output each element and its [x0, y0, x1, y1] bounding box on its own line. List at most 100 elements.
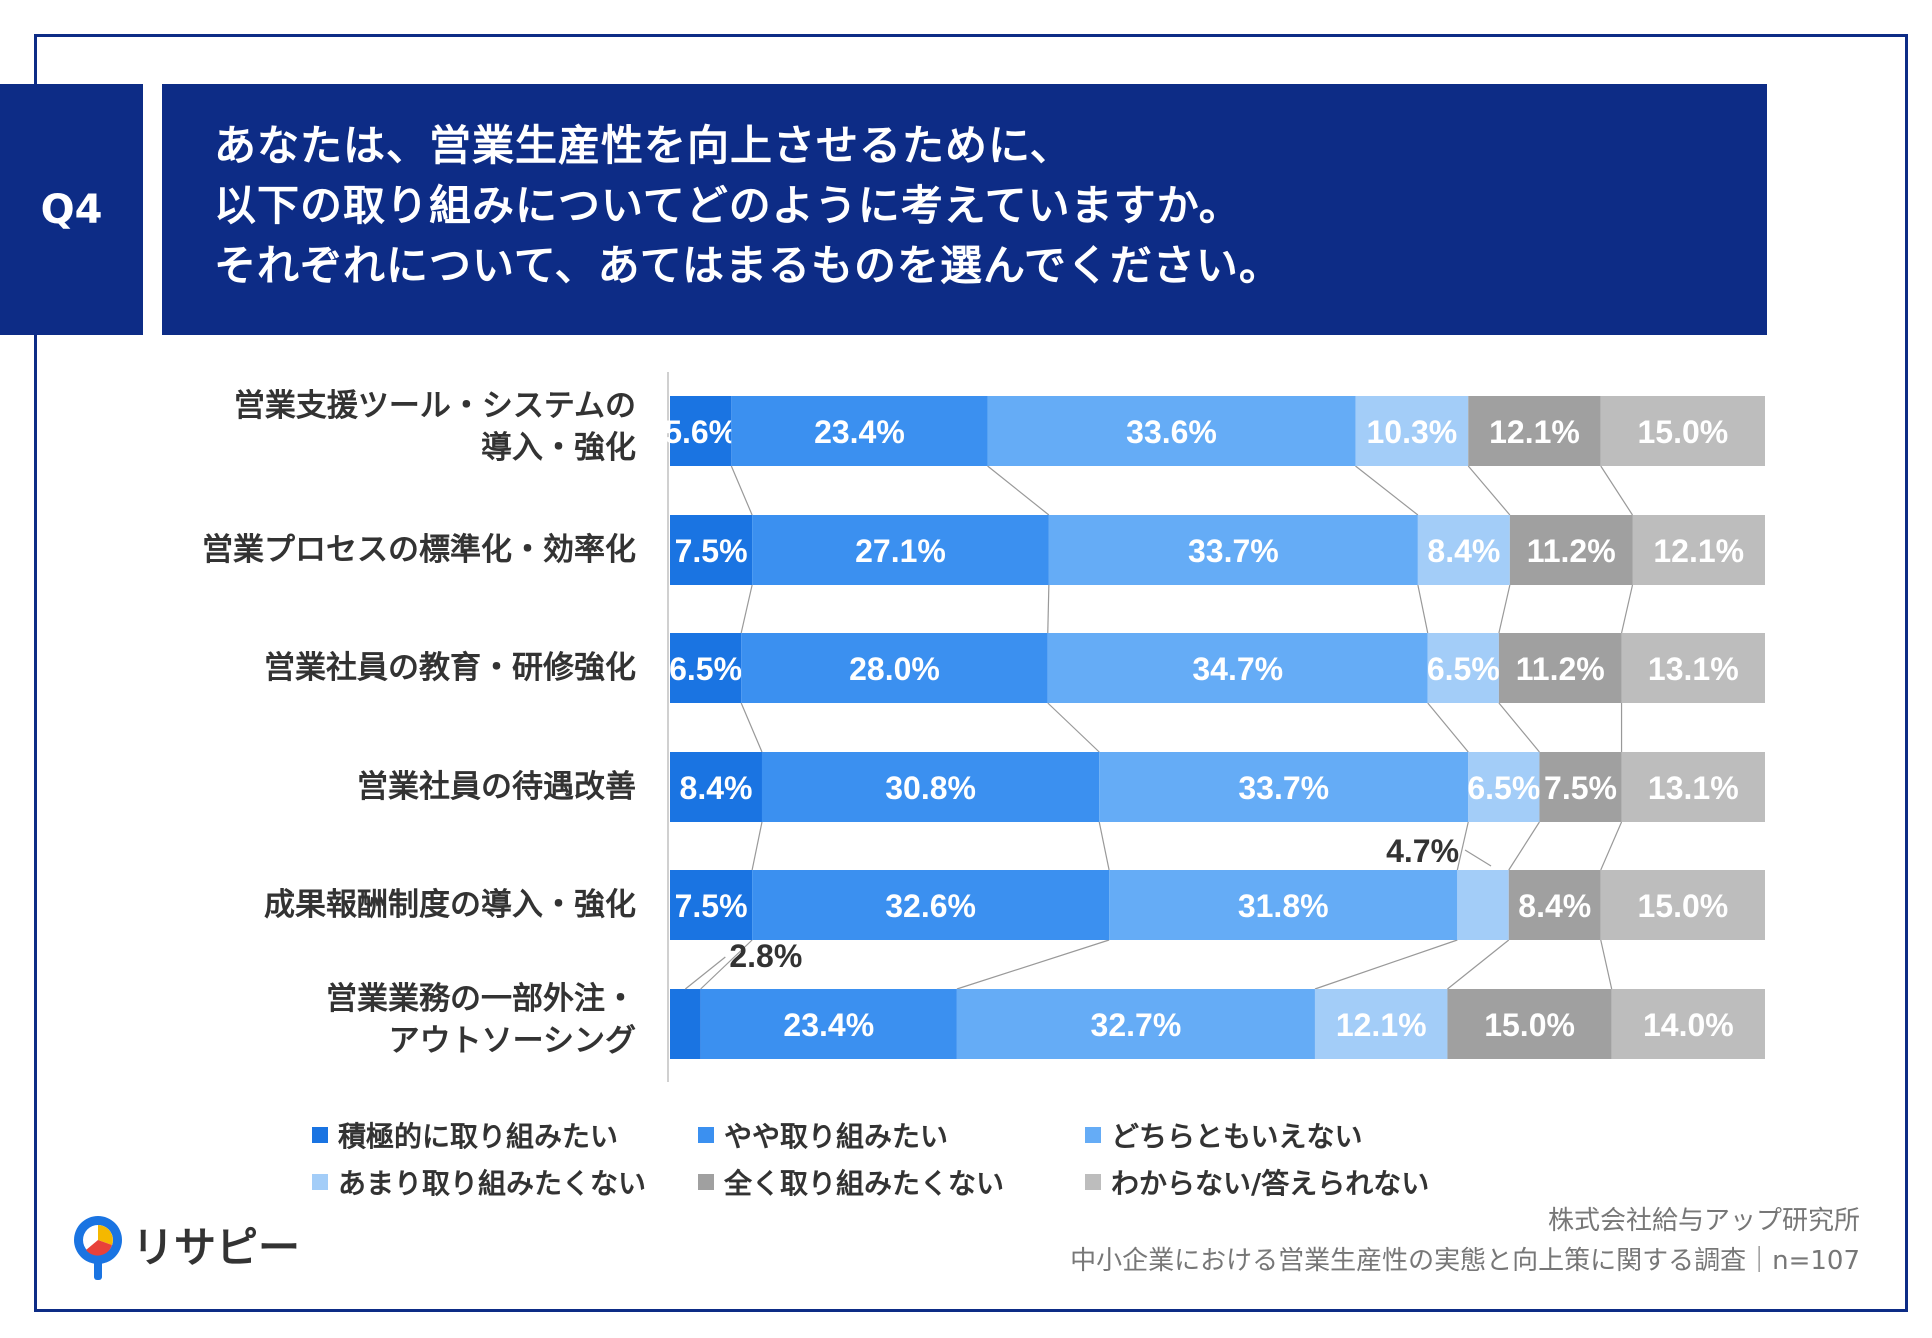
- bar-segment: [1600, 396, 1765, 466]
- data-label: 8.4%: [1427, 533, 1500, 569]
- data-label: 12.1%: [1336, 1007, 1427, 1043]
- connector-line: [987, 465, 1050, 516]
- data-label: 6.5%: [1467, 770, 1540, 806]
- data-label: 7.5%: [675, 888, 748, 924]
- bar-segment: [1632, 515, 1765, 585]
- data-label: 2.8%: [729, 938, 802, 974]
- bar-segment: [670, 633, 742, 703]
- bar-segment: [987, 396, 1356, 466]
- bar-segment: [1427, 633, 1499, 703]
- connector-line: [1047, 702, 1100, 753]
- legend-item: やや取り組みたい: [698, 1115, 948, 1155]
- data-label: 8.4%: [1518, 888, 1591, 924]
- data-label: 15.0%: [1484, 1007, 1575, 1043]
- bar-segment: [1355, 396, 1469, 466]
- legend-item: 積極的に取り組みたい: [312, 1115, 618, 1155]
- bar-segment: [956, 989, 1315, 1059]
- bar-segment: [670, 989, 701, 1059]
- data-label: 14.0%: [1643, 1007, 1734, 1043]
- legend-swatch: [698, 1127, 714, 1143]
- legend-label: 積極的に取り組みたい: [338, 1120, 619, 1153]
- legend-swatch: [312, 1174, 328, 1190]
- connector-line: [1098, 821, 1110, 871]
- connector-line: [1456, 821, 1469, 871]
- bar-segment: [752, 515, 1049, 585]
- data-label: 12.1%: [1653, 533, 1744, 569]
- pin-icon: [74, 1216, 122, 1280]
- bar-segment: [752, 870, 1110, 940]
- category-label-line: 営業支援ツール・システムの: [233, 388, 636, 424]
- legend-label: わからない/答えられない: [1111, 1167, 1430, 1200]
- connector-line: [1600, 821, 1623, 871]
- bar-segment: [700, 989, 957, 1059]
- data-label: 5.6%: [664, 414, 737, 450]
- connector-line: [1355, 465, 1419, 516]
- data-label: 15.0%: [1638, 414, 1729, 450]
- bar-segment: [1417, 515, 1510, 585]
- category-label-line: 導入・強化: [481, 430, 636, 466]
- legend-item: 全く取り組みたくない: [698, 1162, 1004, 1202]
- data-label: 11.2%: [1516, 651, 1605, 687]
- legend-label: どちらともいえない: [1111, 1120, 1363, 1153]
- connector-line: [1498, 702, 1540, 753]
- title-line-1: あなたは、営業生産性を向上させるために、: [214, 121, 1073, 170]
- data-label: 6.5%: [1427, 651, 1500, 687]
- data-label: 7.5%: [1544, 770, 1617, 806]
- connector-line: [700, 939, 753, 990]
- bar-segment: [1600, 870, 1765, 940]
- category-label: 営業プロセスの標準化・効率化: [76, 529, 636, 571]
- data-label: 33.7%: [1188, 533, 1279, 569]
- connector-line: [751, 821, 763, 871]
- bar-segment: [1314, 989, 1448, 1059]
- data-label: 32.7%: [1091, 1007, 1182, 1043]
- connector-line: [1600, 939, 1613, 990]
- bar-segment: [670, 870, 753, 940]
- category-label-line: 営業業務の一部外注・: [326, 981, 636, 1017]
- connector-line: [1620, 584, 1634, 634]
- bar-segment: [1621, 752, 1765, 822]
- data-label: 34.7%: [1192, 651, 1283, 687]
- data-label: 13.1%: [1648, 770, 1739, 806]
- risapy-logo: リサピー: [74, 1216, 300, 1280]
- connector-line: [740, 584, 753, 634]
- bar-segment: [1611, 989, 1765, 1059]
- question-title: あなたは、営業生産性を向上させるために、 以下の取り組みについてどのように考えて…: [162, 84, 1767, 335]
- title-line-3: それぞれについて、あてはまるものを選んでください。: [214, 241, 1282, 290]
- bar-segment: [731, 396, 988, 466]
- bar-segment: [1447, 989, 1612, 1059]
- legend-swatch: [312, 1127, 328, 1143]
- bar-segment: [1498, 633, 1622, 703]
- data-label: 4.7%: [1386, 833, 1459, 869]
- data-label: 32.6%: [885, 888, 976, 924]
- outer-frame: [34, 34, 1908, 1312]
- bar-segment: [1109, 870, 1458, 940]
- connector-line: [730, 465, 753, 516]
- callout-line: [1464, 849, 1492, 867]
- data-label: 28.0%: [849, 651, 940, 687]
- source-survey: 中小企業における営業生産性の実態と向上策に関する調査｜n=107: [1070, 1246, 1860, 1276]
- category-label-line: 営業社員の教育・研修強化: [264, 650, 636, 686]
- legend-label: やや取り組みたい: [724, 1120, 949, 1153]
- category-label: 成果報酬制度の導入・強化: [76, 884, 636, 926]
- category-label-line: アウトソーシング: [388, 1023, 636, 1059]
- question-badge: Q4: [0, 84, 143, 335]
- bar-segment: [1468, 752, 1540, 822]
- logo-text: リサピー: [132, 1224, 300, 1271]
- legend-item: どちらともいえない: [1085, 1115, 1362, 1155]
- bar-segment: [670, 396, 732, 466]
- data-label: 15.0%: [1638, 888, 1729, 924]
- bar-segment: [1099, 752, 1469, 822]
- category-label-line: 営業社員の待遇改善: [357, 769, 636, 805]
- category-label-line: 成果報酬制度の導入・強化: [264, 887, 636, 923]
- category-label: 営業社員の待遇改善: [76, 766, 636, 808]
- category-label: 営業業務の一部外注・アウトソーシング: [76, 978, 636, 1062]
- data-label: 33.6%: [1126, 414, 1217, 450]
- legend-item: わからない/答えられない: [1085, 1162, 1429, 1202]
- bar-segment: [1047, 633, 1428, 703]
- connector-line: [1314, 939, 1458, 990]
- connector-line: [1047, 584, 1050, 634]
- bar-segment: [670, 752, 762, 822]
- data-label: 30.8%: [885, 770, 976, 806]
- bar-segment: [741, 633, 1048, 703]
